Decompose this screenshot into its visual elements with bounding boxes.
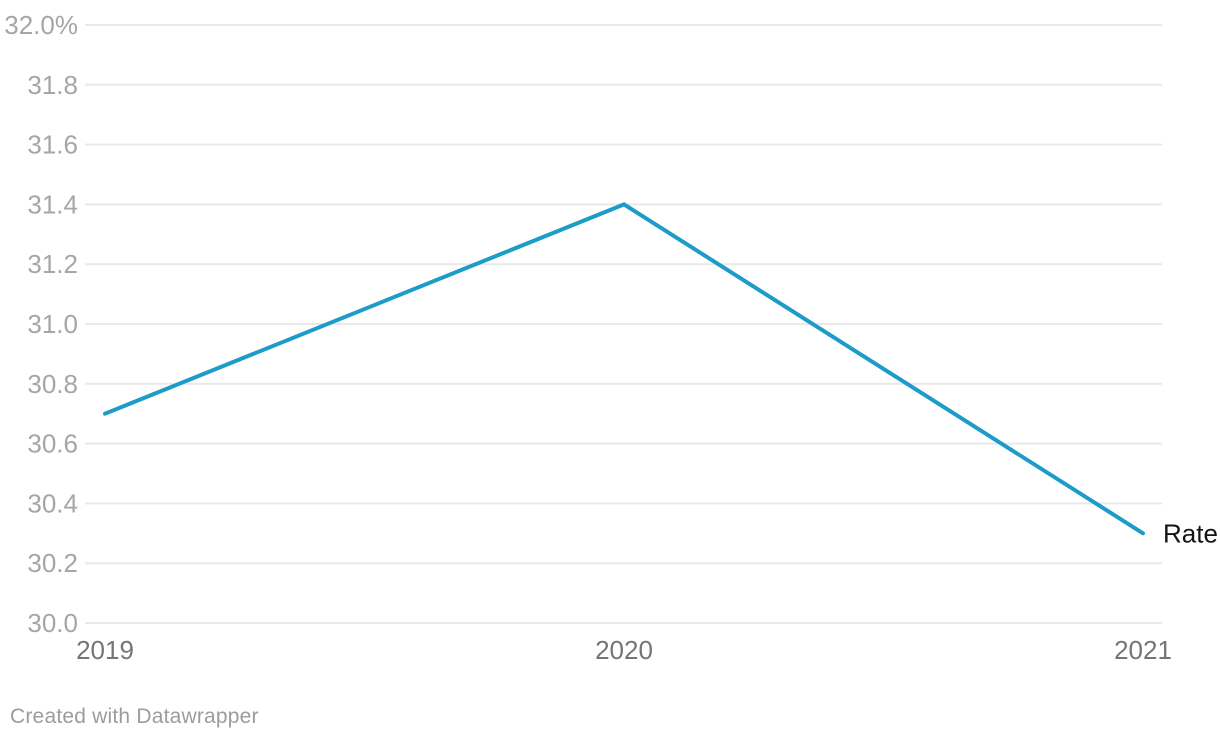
y-tick-label: 30.8 [27, 369, 78, 399]
y-tick-label: 32.0% [4, 10, 78, 40]
y-tick-label: 30.4 [27, 488, 78, 518]
y-tick-label: 30.0 [27, 608, 78, 638]
y-tick-label: 30.2 [27, 548, 78, 578]
y-tick-label: 31.2 [27, 249, 78, 279]
data-line [103, 202, 1145, 536]
datawrapper-credit: Created with Datawrapper [10, 705, 259, 728]
x-tick-label: 2021 [1114, 635, 1172, 665]
y-tick-label: 31.4 [27, 189, 78, 219]
series-label: Rate [1163, 518, 1218, 548]
y-tick-label: 31.6 [27, 130, 78, 160]
x-tick-label: 2020 [595, 635, 653, 665]
y-tick-label: 31.8 [27, 70, 78, 100]
y-tick-label: 30.6 [27, 429, 78, 459]
x-tick-label: 2019 [76, 635, 134, 665]
y-tick-label: 31.0 [27, 309, 78, 339]
